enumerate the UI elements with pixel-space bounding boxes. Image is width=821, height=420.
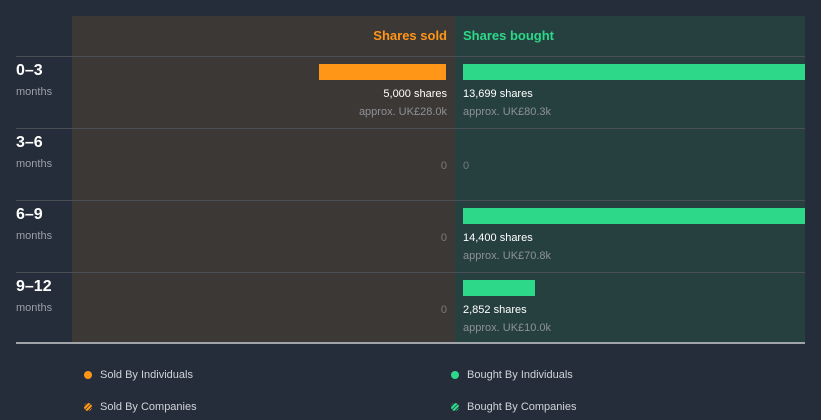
legend-label: Sold By Individuals [100, 369, 193, 381]
legend-label: Bought By Companies [467, 401, 577, 413]
green-dot-icon [451, 371, 459, 379]
legend-bought-individuals: Bought By Individuals [451, 369, 573, 381]
row-divider [16, 200, 805, 201]
sold-zero: 0 [440, 304, 447, 316]
sold-shares: 5,000 shares [383, 88, 447, 100]
bought-bar[interactable] [463, 208, 805, 224]
chart-baseline [16, 342, 805, 344]
orange-dot-icon [84, 371, 92, 379]
legend-bought-companies: Bought By Companies [451, 401, 576, 413]
period-label: 3–6 [16, 134, 43, 151]
legend-label: Sold By Companies [100, 401, 197, 413]
period-unit: months [16, 302, 53, 314]
legend-label: Bought By Individuals [467, 369, 573, 381]
sold-bar[interactable] [319, 64, 446, 80]
period-label: 9–12 [16, 278, 52, 295]
period-label: 6–9 [16, 206, 43, 223]
bought-zero: 0 [463, 160, 470, 172]
period-unit: months [16, 158, 53, 170]
period-label: 0–3 [16, 62, 43, 79]
row-divider [16, 56, 805, 57]
bought-shares: 13,699 shares [463, 88, 533, 100]
shares-sold-header: Shares sold [373, 28, 447, 43]
shares-bought-header: Shares bought [463, 28, 555, 43]
bought-shares: 14,400 shares [463, 232, 533, 244]
legend-sold-individuals: Sold By Individuals [84, 369, 193, 381]
row-divider [16, 272, 805, 273]
period-unit: months [16, 230, 53, 242]
row-divider [16, 128, 805, 129]
sold-approx: approx. UK£28.0k [358, 106, 447, 118]
legend-sold-companies: Sold By Companies [84, 401, 197, 413]
sold-zero: 0 [440, 232, 447, 244]
bought-bar[interactable] [463, 280, 535, 296]
orange-hatched-icon [84, 403, 92, 411]
bought-approx: approx. UK£70.8k [463, 250, 552, 262]
bought-approx: approx. UK£80.3k [463, 106, 552, 118]
bought-shares: 2,852 shares [463, 304, 527, 316]
bought-bar[interactable] [463, 64, 805, 80]
bought-approx: approx. UK£10.0k [463, 322, 552, 334]
period-unit: months [16, 86, 53, 98]
sold-zero: 0 [440, 160, 447, 172]
green-hatched-icon [451, 403, 459, 411]
